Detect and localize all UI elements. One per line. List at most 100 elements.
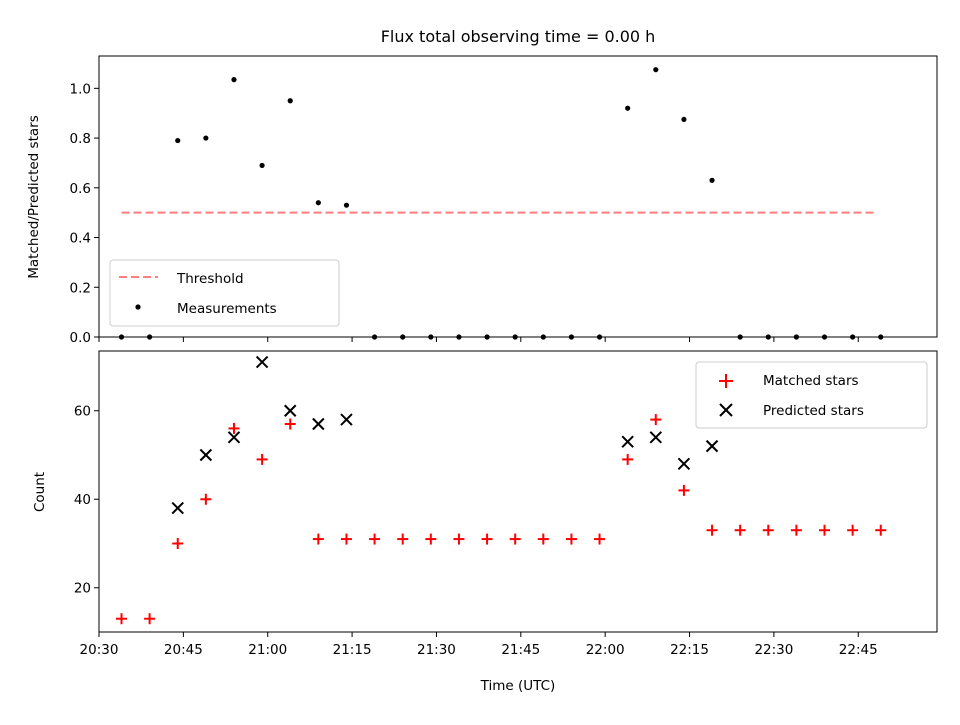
measurement-point [400,334,406,340]
measurement-point [512,334,518,340]
measurement-point [315,200,321,206]
matched-star-marker [594,533,606,545]
top-y-tick-label: 0.8 [70,131,91,147]
matched-star-marker [790,524,802,536]
bottom-x-tick-label: 22:30 [754,642,793,658]
matched-star-marker [397,533,409,545]
matched-star-marker [425,533,437,545]
measurement-point [540,334,546,340]
bottom-x-tick-label: 22:15 [670,642,709,658]
measurement-point [737,334,743,340]
measurement-point [793,334,799,340]
matched-star-marker [228,422,240,434]
bottom-y-tick-label: 60 [74,404,91,420]
top-y-tick-label: 0.4 [70,231,91,247]
measurement-points [118,67,884,340]
bottom-y-tick-label: 20 [74,581,91,597]
top-panel: 0.0 0.2 0.4 0.6 0.8 1.0 Matched/Predicted sta… [26,55,938,346]
matched-star-marker [847,524,859,536]
matched-star-marker [284,418,296,430]
matched-star-marker [172,537,184,549]
bottom-legend-box [695,361,928,429]
legend-threshold-label: Threshold [176,271,244,287]
bottom-x-tick-label: 22:45 [839,642,878,658]
measurement-point [484,334,490,340]
top-y-ticks: 0.0 0.2 0.4 0.6 0.8 1.0 [70,81,99,346]
measurement-point [371,334,378,340]
bottom-panel: 20 40 60 20:30 20:45 21:00 21:15 21:30 21:45 22:… [32,350,938,694]
predicted-star-marker [677,457,691,471]
predicted-star-marker [171,501,184,515]
matched-star-marker [650,414,662,426]
top-y-tick-label: 0.0 [70,330,91,346]
bottom-x-tick-label: 21:00 [248,642,287,658]
matched-star-marker [565,533,577,545]
legend-predicted-swatch [719,403,733,417]
predicted-star-marker [649,431,662,444]
matched-stars-points [115,414,887,625]
measurement-point [203,135,209,141]
predicted-star-marker [621,435,634,448]
chart-title: Flux total observing time = 0.00 h [381,27,656,46]
measurement-point [343,202,350,208]
measurement-point [568,334,575,340]
predicted-star-marker [199,448,213,462]
matched-star-marker [256,453,268,465]
measurement-point [821,334,828,340]
measurement-point [259,162,265,169]
top-legend-box [109,259,340,327]
matched-star-marker [144,613,156,625]
matched-star-marker [622,453,634,465]
top-plot-frame [98,55,938,338]
top-y-tick-label: 0.6 [70,181,91,197]
matched-star-marker [481,533,493,545]
measurement-point [625,105,631,111]
measurement-point [765,334,771,340]
measurement-point [596,334,603,340]
bottom-y-tick-label: 40 [74,492,91,508]
predicted-star-marker [255,355,269,369]
top-legend: Threshold Measurements [109,259,340,327]
matched-star-marker [678,484,690,496]
predicted-star-marker [312,417,325,431]
legend-measurements-label: Measurements [177,301,277,317]
matched-star-marker [200,493,212,505]
matched-star-marker [369,533,381,545]
measurement-point [456,334,462,340]
bottom-x-tick-label: 21:15 [333,642,372,658]
measurement-point [147,334,153,340]
predicted-star-marker [284,404,297,417]
matched-star-marker [819,524,831,536]
legend-matched-swatch [719,374,733,388]
matched-star-marker [762,524,774,536]
legend-measurements-swatch [135,304,141,310]
bottom-x-tick-label: 20:45 [164,642,203,658]
legend-matched-label: Matched stars [763,373,859,389]
x-axis-label: Time (UTC) [480,678,556,694]
measurement-point [118,334,125,340]
measurement-point [231,77,237,83]
bottom-x-ticks: 20:30 20:45 21:00 21:15 21:30 21:45 22:00 22:15… [80,632,878,658]
measurement-point [878,334,884,340]
top-y-tick-label: 1.0 [70,81,91,97]
predicted-star-marker [340,413,353,426]
bottom-x-tick-label: 20:30 [80,642,119,658]
legend-predicted-label: Predicted stars [763,403,864,419]
measurement-point [681,116,687,123]
measurement-point [175,137,181,144]
matched-star-marker [453,533,465,545]
measurement-point [709,177,715,183]
matched-star-marker [706,524,718,536]
bottom-y-axis-label: Count [32,472,48,512]
bottom-plot-frame [98,350,938,633]
top-y-axis-label: Matched/Predicted stars [26,115,42,278]
measurement-point [287,98,293,104]
measurement-point [428,334,434,340]
bottom-x-tick-label: 22:00 [586,642,625,658]
predicted-stars-points [171,355,719,515]
measurement-point [850,334,856,340]
predicted-star-marker [705,439,719,453]
top-x-ticks [98,337,859,342]
